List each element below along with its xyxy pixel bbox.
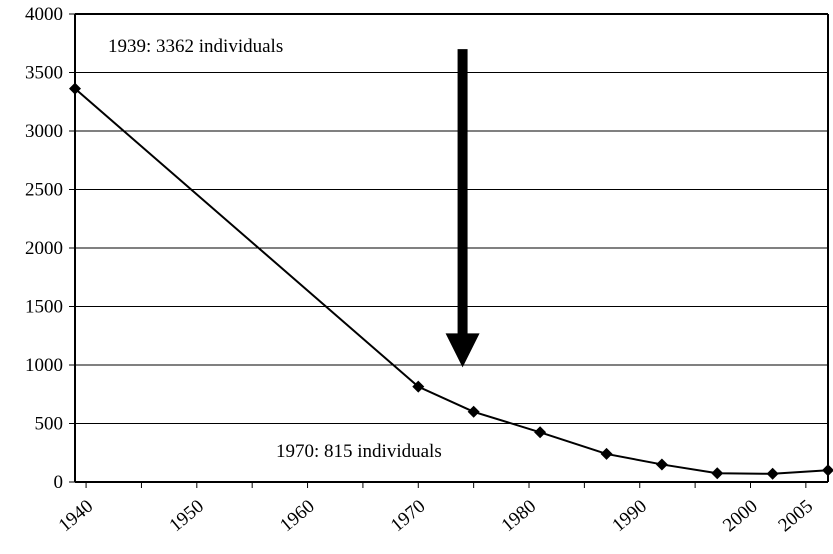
data-point-1997 <box>711 467 724 480</box>
y-tick-label-4000: 4000 <box>25 4 63 25</box>
data-point-1981 <box>534 426 547 439</box>
x-tick-label-2005: 2005 <box>774 496 817 537</box>
y-tick-label-2000: 2000 <box>25 238 63 259</box>
x-tick-label-2000: 2000 <box>719 496 762 537</box>
data-point-1939 <box>69 82 81 95</box>
x-tick-label-1990: 1990 <box>608 496 651 537</box>
y-tick-label-0: 0 <box>54 472 64 493</box>
gridlines <box>75 13 828 424</box>
series-group <box>69 82 833 480</box>
data-point-2007 <box>822 464 833 477</box>
y-tick-label-2500: 2500 <box>25 180 63 201</box>
x-axis-ticks: 1940 1950 1960 1970 1980 1990 2000 2005 <box>55 482 817 536</box>
x-tick-label-1940: 1940 <box>55 496 98 537</box>
data-point-1987 <box>600 447 613 460</box>
y-tick-label-1000: 1000 <box>25 355 63 376</box>
x-tick-label-1980: 1980 <box>498 496 541 537</box>
annotation-1939: 1939: 3362 individuals <box>108 36 283 57</box>
y-tick-label-3000: 3000 <box>25 121 63 142</box>
x-tick-label-1960: 1960 <box>276 496 319 537</box>
arrow-group <box>445 49 480 368</box>
data-point-1992 <box>655 458 668 471</box>
annotation-1970: 1970: 815 individuals <box>276 441 442 462</box>
data-point-1970 <box>412 380 425 393</box>
y-axis-ticks: 0 500 1000 1500 2000 2500 3000 3500 4000 <box>25 4 75 493</box>
y-tick-label-500: 500 <box>35 414 64 435</box>
x-tick-label-1970: 1970 <box>387 496 430 537</box>
y-tick-label-1500: 1500 <box>25 297 63 318</box>
data-point-1975 <box>467 405 480 418</box>
series-line-0 <box>74 87 829 475</box>
down-arrow <box>445 49 480 368</box>
y-tick-label-3500: 3500 <box>25 63 63 84</box>
data-point-2002 <box>766 467 779 480</box>
x-tick-label-1950: 1950 <box>165 496 208 537</box>
